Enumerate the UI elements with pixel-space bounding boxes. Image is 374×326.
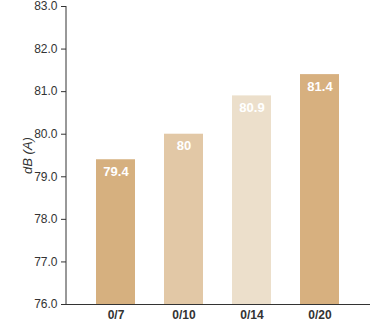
svg-text:80: 80: [177, 138, 191, 153]
svg-text:0/14: 0/14: [240, 308, 264, 322]
svg-text:78.0: 78.0: [34, 212, 58, 226]
svg-text:77.0: 77.0: [34, 255, 58, 269]
svg-text:80.9: 80.9: [239, 100, 264, 115]
svg-text:81.0: 81.0: [34, 84, 58, 98]
svg-text:76.0: 76.0: [34, 297, 58, 311]
svg-text:dB (A): dB (A): [20, 137, 35, 174]
svg-text:82.0: 82.0: [34, 42, 58, 56]
svg-text:0/20: 0/20: [308, 308, 332, 322]
svg-text:0/7: 0/7: [108, 308, 125, 322]
svg-text:0/10: 0/10: [172, 308, 196, 322]
svg-text:83.0: 83.0: [34, 0, 58, 13]
svg-text:81.4: 81.4: [307, 79, 333, 94]
svg-text:79.4: 79.4: [103, 164, 129, 179]
svg-text:79.0: 79.0: [34, 170, 58, 184]
svg-text:80.0: 80.0: [34, 127, 58, 141]
